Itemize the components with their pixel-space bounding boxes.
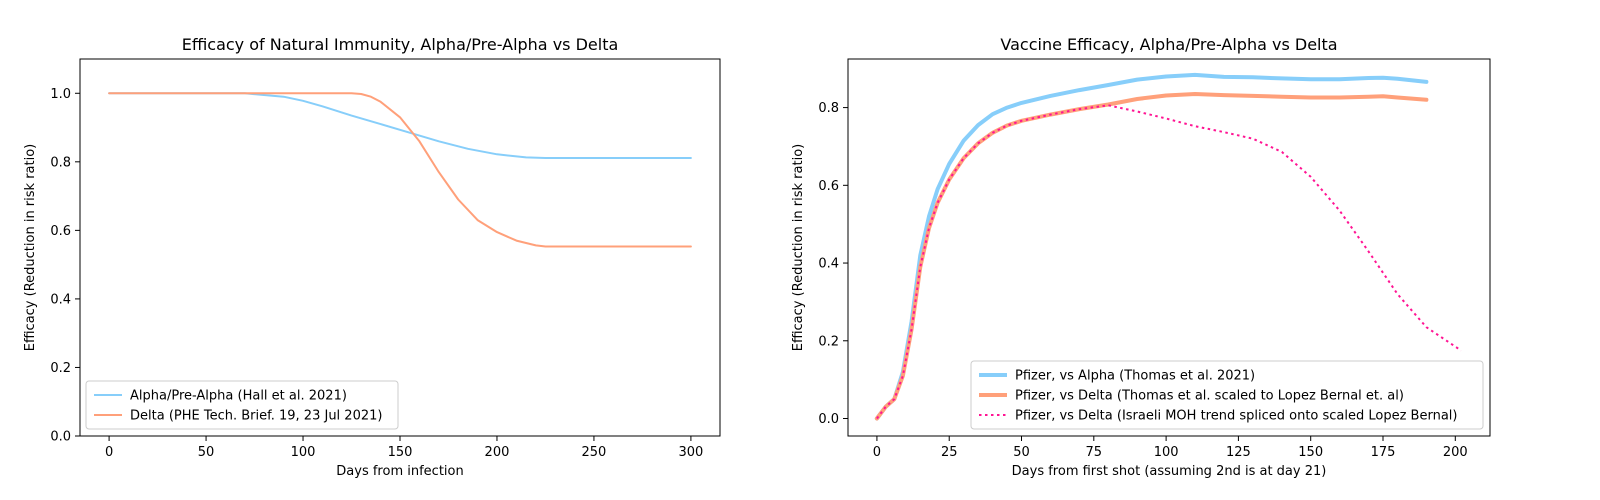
y-tick-label: 0.6 [818, 179, 839, 194]
x-tick-label: 150 [388, 445, 413, 460]
x-tick-label: 175 [1371, 445, 1396, 460]
chart-panel-1: Efficacy of Natural Immunity, Alpha/Pre-… [23, 35, 721, 479]
y-tick-label: 1.0 [50, 87, 71, 102]
x-tick-label: 75 [1086, 445, 1103, 460]
x-tick-label: 100 [1154, 445, 1179, 460]
x-tick-label: 100 [291, 445, 316, 460]
plot-frame [847, 58, 1491, 437]
x-tick-label: 200 [485, 445, 510, 460]
y-tick-label: 0.0 [50, 430, 71, 445]
y-tick-label: 0.2 [818, 334, 839, 349]
legend-label-2: Pfizer, vs Delta (Thomas et al. scaled t… [1015, 389, 1404, 404]
series-line-3 [876, 104, 1462, 420]
y-tick-label: 0.4 [50, 292, 71, 307]
x-tick-label: 250 [582, 445, 607, 460]
chart-title: Efficacy of Natural Immunity, Alpha/Pre-… [182, 35, 619, 54]
x-axis-label: Days from infection [336, 464, 463, 479]
legend-label-2: Delta (PHE Tech. Brief. 19, 23 Jul 2021) [130, 409, 382, 424]
x-tick-label: 200 [1443, 445, 1468, 460]
y-tick-label: 0.4 [818, 257, 839, 272]
x-tick-label: 300 [678, 445, 703, 460]
y-tick-label: 0.6 [50, 224, 71, 239]
x-tick-label: 25 [941, 445, 958, 460]
legend-label-1: Pfizer, vs Alpha (Thomas et al. 2021) [1015, 369, 1255, 384]
x-tick-label: 0 [105, 445, 113, 460]
y-tick-label: 0.0 [818, 412, 839, 427]
y-tick-label: 0.2 [50, 361, 71, 376]
x-axis-label: Days from first shot (assuming 2nd is at… [1012, 464, 1327, 479]
y-tick-label: 0.8 [818, 101, 839, 116]
y-tick-label: 0.8 [50, 155, 71, 170]
legend-box [970, 360, 1484, 430]
x-tick-label: 150 [1298, 445, 1323, 460]
series-line-2 [108, 92, 692, 248]
legend: Alpha/Pre-Alpha (Hall et al. 2021) Delta … [85, 380, 399, 430]
x-tick-label: 0 [873, 445, 881, 460]
legend: Pfizer, vs Alpha (Thomas et al. 2021) Pfi… [970, 360, 1484, 430]
x-tick-label: 50 [198, 445, 215, 460]
legend-label-1: Alpha/Pre-Alpha (Hall et al. 2021) [130, 389, 347, 404]
x-tick-label: 125 [1226, 445, 1251, 460]
legend-box [85, 380, 399, 430]
series-line-1 [108, 92, 692, 159]
legend-label-3: Pfizer, vs Delta (Israeli MOH trend spli… [1015, 409, 1457, 424]
y-axis-label: Efficacy (Reduction in risk ratio) [23, 144, 38, 351]
chart-panel-2: Vaccine Efficacy, Alpha/Pre-Alpha vs Del… [791, 35, 1491, 479]
y-axis-label: Efficacy (Reduction in risk ratio) [791, 144, 806, 351]
x-tick-label: 50 [1013, 445, 1030, 460]
chart-title: Vaccine Efficacy, Alpha/Pre-Alpha vs Del… [1000, 35, 1337, 54]
